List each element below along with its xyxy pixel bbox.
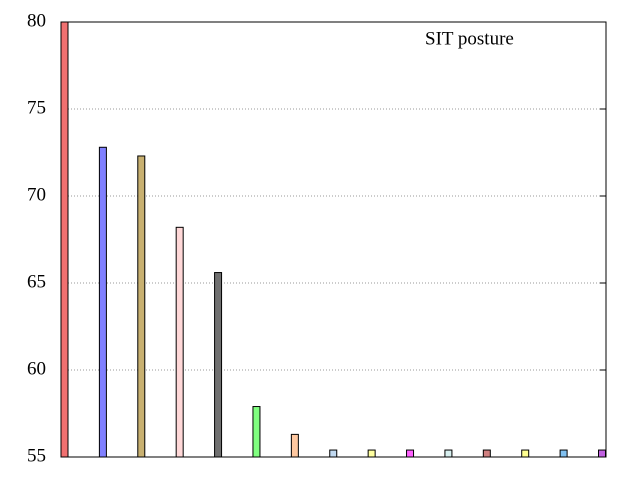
y-tick-label: 75 bbox=[27, 97, 46, 118]
bar bbox=[252, 406, 261, 458]
bar bbox=[482, 449, 491, 458]
y-tick-label: 60 bbox=[27, 358, 46, 379]
bar bbox=[598, 449, 606, 458]
bar bbox=[406, 449, 415, 458]
bar bbox=[559, 449, 568, 458]
bar bbox=[60, 21, 69, 458]
bar bbox=[367, 449, 376, 458]
bar bbox=[137, 155, 146, 458]
bar bbox=[98, 146, 107, 458]
y-tick-label: 65 bbox=[27, 271, 46, 292]
bar bbox=[290, 433, 299, 458]
y-tick-label: 55 bbox=[27, 445, 46, 466]
bar bbox=[214, 272, 223, 458]
chart-title: SIT posture bbox=[425, 28, 514, 49]
bar bbox=[329, 449, 338, 458]
bar bbox=[444, 449, 453, 458]
y-tick-label: 70 bbox=[27, 184, 46, 205]
y-tick-label: 80 bbox=[27, 10, 46, 31]
bar bbox=[175, 226, 184, 458]
bar bbox=[521, 449, 530, 458]
